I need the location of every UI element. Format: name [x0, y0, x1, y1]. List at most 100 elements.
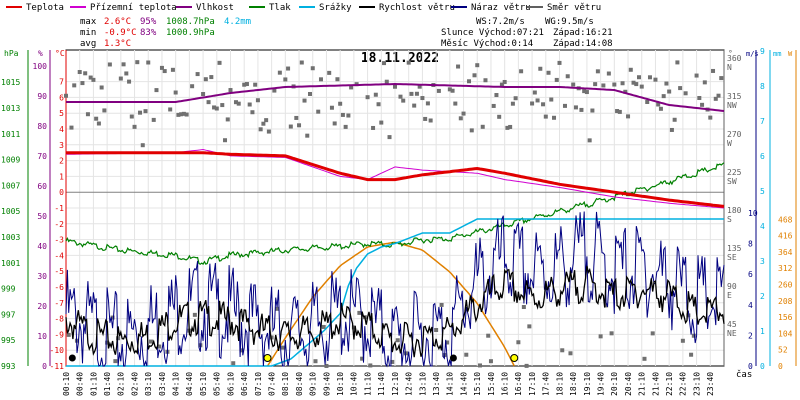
- wind-direction-point: [371, 125, 376, 130]
- wind-direction-point: [521, 305, 526, 310]
- wind-direction-point: [146, 60, 151, 65]
- wind-direction-point: [691, 333, 696, 338]
- wind-direction-point: [214, 106, 219, 111]
- tick-sun: 208: [778, 297, 793, 306]
- wind-direction-point: [132, 124, 137, 129]
- wind-direction-point: [584, 90, 589, 95]
- wind-direction-point: [154, 88, 159, 93]
- wind-direction-point: [711, 68, 716, 73]
- wind-direction-point: [412, 103, 417, 108]
- tick-rain: 3: [760, 257, 765, 266]
- tick-dir: 45: [727, 320, 737, 329]
- tick-wind: 6: [748, 270, 753, 279]
- wind-direction-point: [499, 82, 504, 87]
- wind-direction-point: [403, 351, 408, 356]
- wind-direction-point: [351, 325, 356, 330]
- wind-direction-point: [513, 96, 518, 101]
- wind-direction-point: [212, 105, 217, 110]
- wind-direction-point: [242, 82, 247, 87]
- wind-direction-point: [568, 351, 573, 356]
- wind-direction-point: [598, 334, 603, 339]
- wind-direction-point: [664, 81, 669, 86]
- tick-press: 997: [1, 310, 16, 319]
- tick-time: 21:40: [651, 372, 660, 396]
- wind-direction-point: [453, 101, 458, 106]
- wind-direction-point: [475, 63, 480, 68]
- wind-direction-point: [450, 88, 455, 93]
- wind-direction-point: [129, 114, 134, 119]
- wind-direction-point: [201, 92, 206, 97]
- wind-direction-point: [486, 333, 491, 338]
- wind-direction-point: [628, 67, 633, 72]
- wind-direction-point: [286, 66, 291, 71]
- moon-marker-icon: [449, 354, 457, 362]
- wind-direction-point: [626, 114, 631, 119]
- tick-rain: 9: [760, 47, 765, 56]
- tick-sun: 468: [778, 215, 793, 224]
- tick-time: 07:40: [267, 372, 276, 396]
- info-sunset: Západ:16:21: [553, 28, 613, 38]
- tick-hum: 60: [37, 182, 47, 191]
- legend-label: Náraz větru: [471, 3, 531, 13]
- wind-direction-point: [159, 65, 164, 70]
- stats-label: min: [80, 28, 96, 38]
- series-humidity: [66, 82, 725, 112]
- wind-direction-point: [280, 345, 285, 350]
- wind-direction-point: [206, 100, 211, 105]
- tick-dir: 270: [727, 130, 742, 139]
- legend: Teplota Přízemní teplota Vlhkost Tlak Srážky…: [6, 3, 601, 13]
- legend-item: Rychlost větru: [359, 3, 455, 13]
- wind-direction-point: [491, 103, 496, 108]
- tick-temp: 7: [59, 78, 64, 87]
- tick-temp: -11: [50, 362, 65, 371]
- wind-direction-point: [277, 70, 282, 75]
- wind-direction-point: [190, 84, 195, 89]
- wind-direction-point: [719, 76, 724, 81]
- tick-time: 18:40: [569, 372, 578, 396]
- tick-time: 04:40: [185, 372, 194, 396]
- wind-direction-point: [582, 89, 587, 94]
- tick-time: 19:10: [583, 372, 592, 396]
- tick-temp: -7: [54, 299, 64, 308]
- tick-dir: 225: [727, 168, 742, 177]
- sun-marker-icon: [510, 354, 519, 362]
- legend-label: Směr větru: [547, 3, 601, 13]
- wind-direction-point: [469, 128, 474, 133]
- wind-direction-point: [236, 101, 241, 106]
- wind-direction-point: [209, 75, 214, 80]
- legend-item: Směr větru: [527, 3, 601, 13]
- wind-direction-point: [689, 352, 694, 357]
- wind-direction-point: [532, 90, 537, 95]
- tick-hum: 30: [37, 272, 47, 281]
- wind-direction-point: [288, 124, 293, 129]
- wind-direction-point: [571, 82, 576, 87]
- wind-direction-point: [552, 115, 557, 120]
- series-wind-gust: [65, 211, 725, 368]
- tick-dir-name: S: [727, 215, 732, 224]
- wind-direction-point: [678, 86, 683, 91]
- wind-direction-point: [527, 324, 532, 329]
- tick-hum: 50: [37, 212, 47, 221]
- wind-direction-point: [667, 89, 672, 94]
- tick-dir-name: W: [727, 139, 732, 148]
- tick-temp: -6: [54, 283, 64, 292]
- wind-direction-point: [656, 102, 661, 107]
- wind-direction-point: [343, 124, 348, 129]
- series-rain: [66, 218, 724, 367]
- wind-direction-point: [176, 112, 181, 117]
- wind-direction-point: [406, 60, 411, 65]
- tick-press: 1003: [1, 233, 20, 242]
- stats-label: avg: [80, 39, 96, 49]
- axis-unit-dir: °: [728, 49, 733, 58]
- legend-label: Tlak: [269, 3, 291, 13]
- wind-direction-point: [121, 62, 126, 67]
- tick-temp: -3: [54, 236, 64, 245]
- wind-direction-point: [615, 109, 620, 114]
- wind-direction-point: [557, 60, 562, 65]
- moon-marker-icon: [68, 354, 76, 362]
- tick-temp: -10: [50, 346, 65, 355]
- wind-direction-point: [387, 135, 392, 140]
- tick-temp: 1: [59, 172, 64, 181]
- wind-direction-point: [294, 115, 299, 120]
- stats-hum: 83%: [140, 28, 157, 38]
